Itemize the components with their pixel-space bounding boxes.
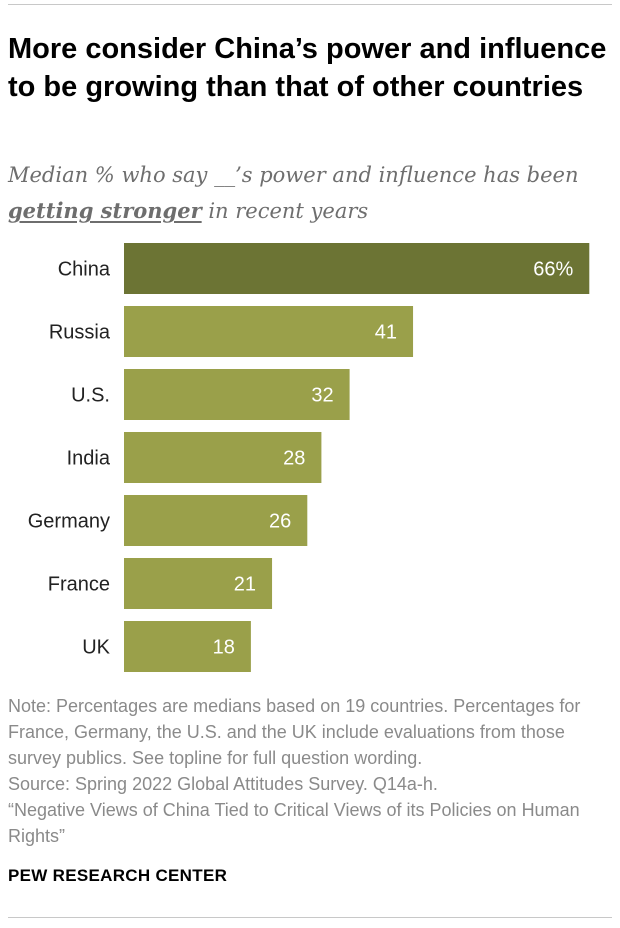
subtitle-lead: Median % who say __’s power and influenc… <box>8 163 579 187</box>
bar-china <box>124 243 590 294</box>
chart-title: More consider China’s power and influenc… <box>8 33 607 103</box>
category-label: China <box>58 259 111 281</box>
value-label: 28 <box>283 448 305 470</box>
bar-u-s <box>124 369 350 420</box>
note-text: Note: Percentages are medians based on 1… <box>8 696 581 768</box>
chart-notes: Note: Percentages are medians based on 1… <box>8 693 620 849</box>
bar-germany <box>124 495 308 546</box>
report-title: “Negative Views of China Tied to Critica… <box>8 800 580 846</box>
subtitle-tail: in recent years <box>201 199 369 223</box>
top-rule <box>8 4 612 5</box>
bar-chart: China 66% Russia 41 U.S. 32 India 28 Germany 26 Fr… <box>28 243 590 672</box>
bar-group-germany: Germany 26 <box>28 495 308 546</box>
source-text: Source: Spring 2022 Global Attitudes Sur… <box>8 774 438 794</box>
bar-russia <box>124 306 414 357</box>
subtitle-emphasis: getting stronger <box>8 198 202 223</box>
value-label: 32 <box>311 385 333 407</box>
chart-subtitle: Median % who say __’s power and influenc… <box>8 158 608 229</box>
bar-france <box>124 558 273 609</box>
category-label: Germany <box>28 511 110 533</box>
bar-group-france: France 21 <box>48 558 273 609</box>
value-label: 18 <box>213 637 235 659</box>
bar-group-india: India 28 <box>67 432 322 483</box>
value-label: 66% <box>533 259 573 281</box>
bar-group-u-s: U.S. 32 <box>71 369 350 420</box>
category-label: France <box>48 574 110 596</box>
category-label: UK <box>82 637 110 659</box>
bar-group-russia: Russia 41 <box>49 306 414 357</box>
value-label: 41 <box>375 322 397 344</box>
bar-group-china: China 66% <box>58 243 590 294</box>
category-label: U.S. <box>71 385 110 407</box>
category-label: Russia <box>49 322 111 344</box>
pew-logo-text: PEW RESEARCH CENTER <box>8 866 228 885</box>
bar-uk <box>124 621 251 672</box>
bar-india <box>124 432 322 483</box>
category-label: India <box>67 448 111 470</box>
value-label: 26 <box>269 511 291 533</box>
bar-group-uk: UK 18 <box>82 621 251 672</box>
bottom-rule <box>8 917 612 918</box>
value-label: 21 <box>234 574 256 596</box>
